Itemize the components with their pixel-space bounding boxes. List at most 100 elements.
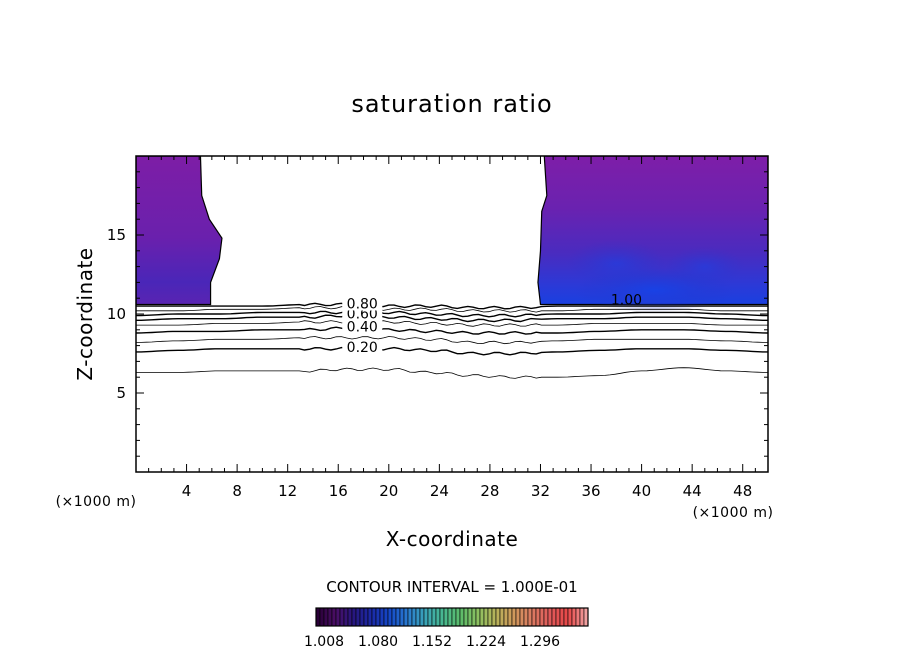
colorbar-tick-label: 1.224 (466, 634, 506, 650)
x-tick-label: 48 (733, 482, 752, 500)
x-tick-label: 40 (632, 482, 651, 500)
colorbar-cell (383, 607, 389, 627)
colorbar-cell (323, 607, 329, 627)
colorbar-cell (355, 607, 361, 627)
colorbar-cell (395, 607, 401, 627)
colorbar-cell (403, 607, 409, 627)
colorbar-cell (567, 607, 573, 627)
fill-region-left (136, 156, 223, 306)
contour-line (136, 326, 768, 335)
colorbar-cell (423, 607, 429, 627)
colorbar-cell (435, 607, 441, 627)
colorbar-cell (347, 607, 353, 627)
contour-line (136, 346, 768, 356)
colorbar-cell (327, 607, 333, 627)
fill-region-core (664, 246, 745, 287)
contour-label: 0.80 (347, 296, 378, 312)
colorbar-cell (447, 607, 453, 627)
contour-line (136, 313, 768, 323)
y-axis-title: Z-coordinate (73, 247, 97, 380)
supersaturated-fill (136, 156, 768, 313)
colorbar-cell (455, 607, 461, 627)
colorbar-cell (319, 607, 325, 627)
colorbar-tick-label: 1.080 (358, 634, 398, 650)
colorbar-cell (563, 607, 569, 627)
contour-label-bg (342, 339, 383, 354)
colorbar-cell (463, 607, 469, 627)
colorbar-cell (379, 607, 385, 627)
contour-line (136, 310, 768, 318)
y-tick-label: 10 (107, 305, 126, 323)
colorbar-cell (335, 607, 341, 627)
colorbar (315, 607, 589, 627)
colorbar-cell (475, 607, 481, 627)
colorbar-cell (427, 607, 433, 627)
colorbar-cell (351, 607, 357, 627)
colorbar-cell (539, 607, 545, 627)
x-tick-label: 24 (430, 482, 449, 500)
y-unit-label: (×1000 m) (56, 494, 137, 510)
contour-line (136, 302, 768, 310)
contour-label-bg (342, 319, 383, 334)
x-axis-title: X-coordinate (386, 527, 519, 551)
colorbar-labels: 1.008 1.080 1.152 1.224 1.296 (304, 634, 560, 650)
colorbar-cell (479, 607, 485, 627)
colorbar-cell (519, 607, 525, 627)
contour-label: 0.40 (347, 319, 378, 335)
contour-line (136, 306, 768, 313)
fill-region-core (566, 239, 667, 288)
colorbar-cell (439, 607, 445, 627)
colorbar-cell (559, 607, 565, 627)
colorbar-cell (511, 607, 517, 627)
colorbar-cell (411, 607, 417, 627)
colorbar-cell (387, 607, 393, 627)
y-tick-label: 5 (116, 384, 126, 402)
colorbar-tick-label: 1.296 (520, 634, 560, 650)
colorbar-cell (491, 607, 497, 627)
contour-label: 0.60 (347, 307, 378, 323)
x-tick-label: 20 (379, 482, 398, 500)
colorbar-cell (431, 607, 437, 627)
colorbar-cell (535, 607, 541, 627)
contour-line (136, 320, 768, 327)
x-tick-label: 8 (232, 482, 242, 500)
colorbar-frame (315, 607, 589, 627)
colorbar-cell (451, 607, 457, 627)
colorbar-cell (543, 607, 549, 627)
x-tick-label: 44 (683, 482, 702, 500)
colorbar-cell (531, 607, 537, 627)
x-tick-label: 32 (531, 482, 550, 500)
colorbar-cell (547, 607, 553, 627)
colorbar-cell (575, 607, 581, 627)
colorbar-cell (467, 607, 473, 627)
colorbar-cell (459, 607, 465, 627)
x-tick-label: 16 (329, 482, 348, 500)
x-tick-label: 4 (182, 482, 192, 500)
x-tick-label: 28 (480, 482, 499, 500)
colorbar-cell (331, 607, 337, 627)
chart-title: saturation ratio (351, 90, 552, 118)
contour-label-bg (342, 296, 383, 311)
colorbar-cell (527, 607, 533, 627)
colorbar-cell (507, 607, 513, 627)
colorbar-cell (415, 607, 421, 627)
contour-label: 1.00 (611, 293, 642, 309)
contour-lines (136, 302, 768, 379)
colorbar-cell (487, 607, 493, 627)
colorbar-cell (551, 607, 557, 627)
colorbar-cell (555, 607, 561, 627)
colorbar-tick-label: 1.152 (412, 634, 452, 650)
colorbar-cell (343, 607, 349, 627)
x-tick-label: 12 (278, 482, 297, 500)
contour-label: 0.20 (347, 340, 378, 356)
x-tick-label: 36 (581, 482, 600, 500)
colorbar-cell (363, 607, 369, 627)
colorbar-cell (407, 607, 413, 627)
colorbar-cell (515, 607, 521, 627)
colorbar-cell (483, 607, 489, 627)
colorbar-cell (471, 607, 477, 627)
colorbar-cell (399, 607, 405, 627)
colorbar-cell (391, 607, 397, 627)
